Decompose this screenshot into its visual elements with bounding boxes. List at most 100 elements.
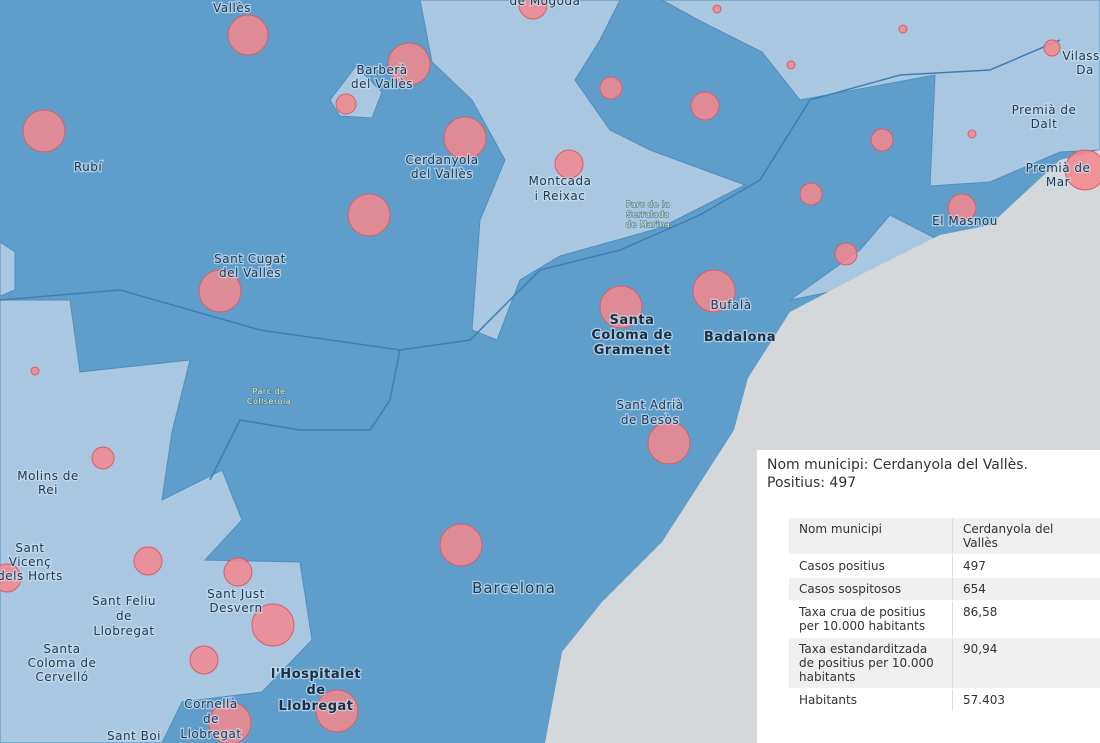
popup-title: Nom municipi: Cerdanyola del Vallès. Pos… <box>767 457 1028 491</box>
case-circle <box>599 76 623 100</box>
place-label-line: El Masnou <box>932 214 998 228</box>
place-label: Sant Feliu de Llobregat <box>92 594 156 638</box>
place-label: Sant Cugat del Vallès <box>214 252 286 280</box>
case-circle <box>870 128 894 152</box>
case-circle <box>1043 39 1061 57</box>
case-circle <box>967 129 977 139</box>
region <box>0 299 313 743</box>
place-label-line: dels Horts <box>0 569 63 583</box>
place-label-line: Premià de <box>1012 103 1077 117</box>
place-label: Parc de Collserola <box>247 387 291 406</box>
place-label: Premià de Dalt <box>1012 103 1077 131</box>
field-name: Casos sospitosos <box>789 577 953 601</box>
case-circle <box>647 421 691 465</box>
field-name: Nom municipi <box>789 518 953 555</box>
field-value: 57.403 <box>952 688 1100 712</box>
place-label-line: Coloma de <box>28 656 97 670</box>
place-label: Sant Adrià de Besòs <box>616 398 683 427</box>
place-label-line: Cerdanyola <box>405 153 478 167</box>
field-value: Cerdanyola del Vallès <box>952 518 1100 555</box>
place-label-line: Vallès <box>213 1 251 15</box>
boundary <box>0 39 1061 351</box>
case-circle <box>91 446 115 470</box>
place-label-line: Santa <box>43 642 80 656</box>
case-circle <box>30 366 40 376</box>
place-label-line: Da <box>1076 63 1094 77</box>
popup-row: Habitants 57.403 <box>789 688 1100 712</box>
case-circle <box>198 269 242 313</box>
place-label-line: Barberà <box>356 63 407 77</box>
place-label-line: de <box>203 712 219 726</box>
case-circle <box>690 91 720 121</box>
place-label-line: Molins de <box>17 469 79 483</box>
field-value: 86,58 <box>952 600 1100 638</box>
case-circle <box>133 546 163 576</box>
place-label: l'Hospitalet de Llobregat <box>271 667 361 714</box>
case-circle <box>1064 149 1100 191</box>
place-label-line: del Vallès <box>219 266 281 280</box>
case-circle <box>799 182 823 206</box>
place-label: Vallès <box>213 1 251 15</box>
field-name: Taxa estandarditzada de positius per 10.… <box>789 637 953 689</box>
place-label: Cerdanyola del Vallès <box>405 153 478 181</box>
case-circle <box>834 242 858 266</box>
place-label: Cornellà de Llobregat <box>180 697 241 741</box>
place-label-line: Premià de <box>1026 161 1091 175</box>
place-label-line: Parc de la <box>626 200 670 209</box>
case-circle <box>692 269 736 313</box>
field-value: 654 <box>952 577 1100 601</box>
case-circle <box>223 557 253 587</box>
case-circle <box>518 0 548 20</box>
popup-row: Casos positius 497 <box>789 554 1100 578</box>
case-circle <box>947 193 977 223</box>
place-label-line: Collserola <box>247 397 291 406</box>
place-label-line: Barcelona <box>472 579 556 597</box>
case-circle <box>315 689 359 733</box>
place-label-line: Llobregat <box>279 699 354 714</box>
case-circle <box>208 701 252 743</box>
field-name: Casos positius <box>789 554 953 578</box>
place-label-line: de Besòs <box>621 413 679 427</box>
place-label-line: Badalona <box>704 330 776 345</box>
place-label-line: i Reixac <box>535 189 586 203</box>
case-circle <box>712 4 722 14</box>
popup-row: Taxa estandarditzada de positius per 10.… <box>789 637 1100 689</box>
place-label: Badalona <box>704 330 776 345</box>
place-label-line: Sant Just <box>207 587 265 601</box>
place-label-line: Dalt <box>1031 117 1058 131</box>
place-label-line: Rei <box>38 483 58 497</box>
popup-row: Taxa crua de positius per 10.000 habitan… <box>789 600 1100 638</box>
case-circle <box>439 523 483 567</box>
place-label-line: de <box>116 609 132 623</box>
popup-table: Nom municipi Cerdanyola del Vallès Casos p… <box>789 518 1100 712</box>
case-circle <box>599 285 643 329</box>
place-label-line: de Mogoda <box>510 0 581 8</box>
case-circle <box>554 149 584 179</box>
place-label: Molins de Rei <box>17 469 79 497</box>
place-label-line: de Marina <box>626 220 670 229</box>
case-circle <box>0 563 22 593</box>
place-label: El Masnou <box>932 214 998 228</box>
place-label-line: Sant Adrià <box>616 398 683 412</box>
place-label: Sant Boi <box>107 729 161 743</box>
popup-row: Nom municipi Cerdanyola del Vallès <box>789 518 1100 555</box>
place-label-line: Mar <box>1046 175 1070 189</box>
place-label: Sant Vicenç dels Horts <box>0 541 63 583</box>
place-label-line: Santa <box>610 313 655 328</box>
place-label: Santa Coloma de Gramenet <box>591 313 672 358</box>
place-label-line: Serralada <box>627 210 670 219</box>
place-label-line: Sant Feliu <box>92 594 156 608</box>
place-label-line: Bufalà <box>710 298 751 312</box>
place-label: VilassaDa <box>1062 49 1100 77</box>
place-label: Barcelona <box>472 579 556 597</box>
place-label-line: del Vallès <box>411 167 473 181</box>
case-circle <box>22 109 66 153</box>
region <box>419 0 747 341</box>
place-label-line: Sant Cugat <box>214 252 286 266</box>
case-circle <box>227 14 269 56</box>
field-name: Habitants <box>789 688 953 712</box>
place-label: Barberà del Vallès <box>351 63 413 91</box>
